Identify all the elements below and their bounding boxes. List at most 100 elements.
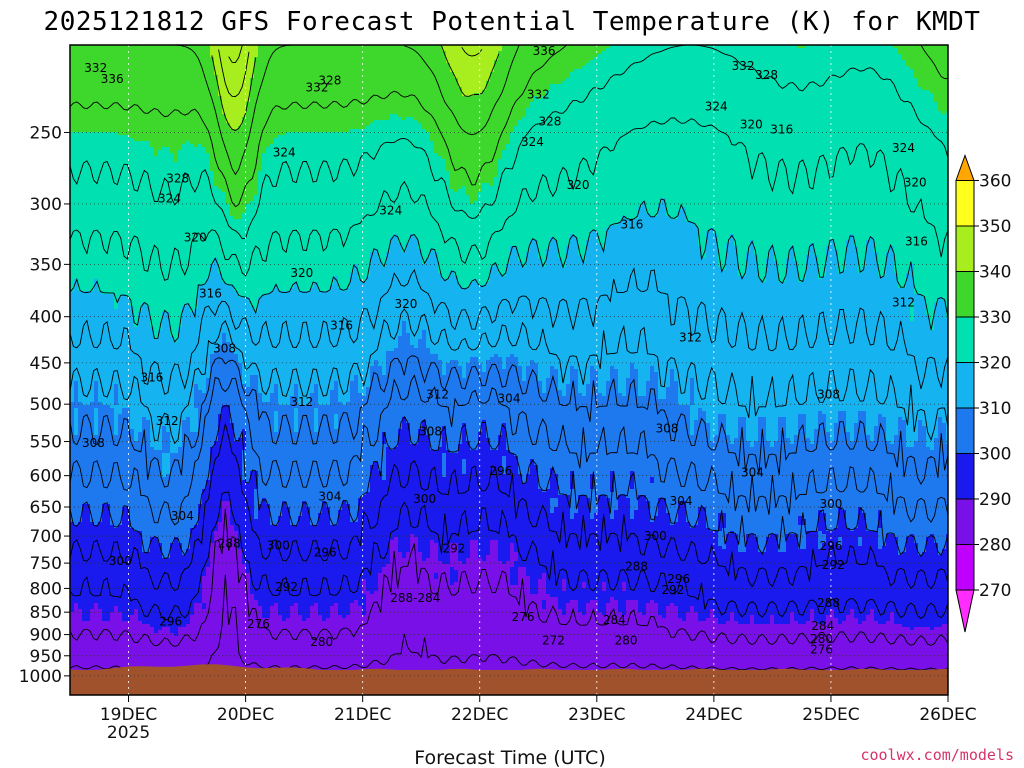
theta-cell: [686, 78, 691, 82]
theta-cell: [506, 108, 511, 112]
theta-cell: [334, 72, 339, 76]
theta-cell: [918, 72, 923, 76]
theta-cell: [550, 81, 555, 85]
theta-cell: [414, 102, 419, 106]
theta-cell: [386, 45, 391, 49]
theta-cell: [570, 93, 575, 97]
theta-cell: [478, 63, 483, 67]
theta-cell: [322, 54, 327, 58]
theta-cell: [270, 87, 275, 91]
theta-cell: [878, 48, 883, 52]
theta-cell: [694, 108, 699, 112]
theta-cell: [890, 108, 895, 112]
theta-cell: [538, 105, 543, 109]
theta-cell: [218, 102, 223, 106]
theta-cell: [546, 87, 551, 91]
theta-cell: [538, 99, 543, 103]
theta-cell: [350, 84, 355, 88]
theta-cell: [462, 78, 467, 82]
theta-cell: [426, 84, 431, 88]
theta-cell: [546, 72, 551, 76]
theta-cell: [502, 54, 507, 58]
theta-cell: [926, 81, 931, 85]
theta-cell: [862, 90, 867, 94]
theta-cell: [866, 81, 871, 85]
theta-cell: [554, 66, 559, 70]
theta-cell: [930, 72, 935, 76]
theta-cell: [882, 63, 887, 67]
theta-cell: [286, 57, 291, 61]
theta-cell: [626, 84, 631, 88]
theta-cell: [570, 60, 575, 64]
theta-cell: [186, 99, 191, 103]
theta-cell: [558, 72, 563, 76]
theta-cell: [594, 72, 599, 76]
theta-cell: [226, 69, 231, 73]
theta-cell: [318, 90, 323, 94]
theta-cell: [122, 63, 127, 67]
theta-cell: [194, 78, 199, 82]
theta-cell: [230, 84, 235, 88]
theta-cell: [846, 60, 851, 64]
theta-cell: [938, 105, 943, 109]
theta-cell: [194, 66, 199, 70]
theta-cell: [266, 51, 271, 55]
theta-cell: [262, 60, 267, 64]
theta-cell: [386, 78, 391, 82]
theta-cell: [898, 60, 903, 64]
theta-cell: [306, 72, 311, 76]
theta-cell: [566, 54, 571, 58]
theta-cell: [898, 63, 903, 67]
theta-cell: [798, 60, 803, 64]
theta-cell: [718, 102, 723, 106]
theta-cell: [558, 57, 563, 61]
theta-cell: [922, 90, 927, 94]
theta-cell: [538, 96, 543, 100]
theta-cell: [306, 93, 311, 97]
theta-cell: [846, 90, 851, 94]
theta-cell: [358, 66, 363, 70]
theta-cell: [506, 51, 511, 55]
theta-cell: [590, 75, 595, 79]
theta-cell: [494, 69, 499, 73]
theta-cell: [558, 69, 563, 73]
theta-cell: [514, 105, 519, 109]
theta-cell: [442, 81, 447, 85]
theta-cell: [118, 54, 123, 58]
theta-cell: [870, 66, 875, 70]
theta-cell: [422, 78, 427, 82]
theta-cell: [122, 66, 127, 70]
theta-cell: [706, 57, 711, 61]
theta-cell: [526, 102, 531, 106]
theta-cell: [706, 84, 711, 88]
theta-cell: [518, 108, 523, 112]
theta-cell: [850, 54, 855, 58]
theta-cell: [862, 72, 867, 76]
theta-cell: [178, 84, 183, 88]
theta-cell: [618, 45, 623, 49]
theta-cell: [546, 54, 551, 58]
theta-cell: [622, 81, 627, 85]
theta-cell: [150, 45, 155, 49]
theta-cell: [546, 75, 551, 79]
theta-cell: [758, 60, 763, 64]
theta-cell: [310, 96, 315, 100]
theta-cell: [374, 51, 379, 55]
theta-cell: [266, 87, 271, 91]
theta-cell: [498, 72, 503, 76]
theta-cell: [750, 63, 755, 67]
theta-cell: [334, 66, 339, 70]
theta-cell: [414, 54, 419, 58]
theta-cell: [566, 99, 571, 103]
theta-cell: [218, 69, 223, 73]
theta-cell: [294, 87, 299, 91]
theta-cell: [226, 96, 231, 100]
theta-cell: [526, 66, 531, 70]
theta-cell: [374, 81, 379, 85]
theta-cell: [406, 99, 411, 103]
theta-cell: [638, 51, 643, 55]
theta-cell: [198, 75, 203, 79]
theta-cell: [202, 78, 207, 82]
theta-cell: [754, 63, 759, 67]
theta-cell: [494, 78, 499, 82]
